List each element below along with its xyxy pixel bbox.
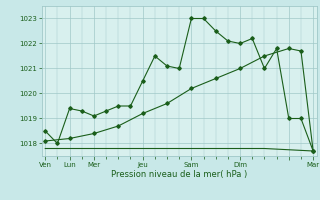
X-axis label: Pression niveau de la mer( hPa ): Pression niveau de la mer( hPa ) bbox=[111, 170, 247, 179]
